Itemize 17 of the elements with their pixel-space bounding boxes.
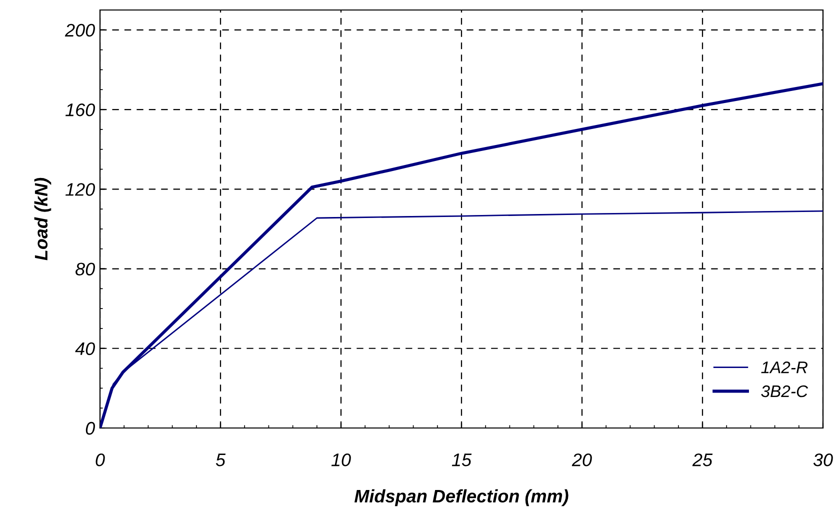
legend-label: 3B2-C bbox=[761, 385, 808, 398]
x-tick-label: 25 bbox=[692, 453, 713, 466]
x-tick-label: 5 bbox=[216, 454, 226, 466]
y-tick-label: 120 bbox=[65, 183, 95, 196]
x-tick-label: 10 bbox=[331, 453, 351, 466]
y-tick-label: 160 bbox=[65, 103, 95, 116]
x-tick-label: 15 bbox=[452, 454, 472, 466]
y-tick-label: 200 bbox=[64, 24, 95, 37]
x-tick-label: 0 bbox=[96, 453, 105, 466]
x-axis-title: Midspan Deflection (mm) bbox=[354, 489, 568, 506]
y-tick-label: 0 bbox=[86, 422, 95, 435]
y-axis-title: Load (kN) bbox=[34, 178, 52, 260]
y-tick-label: 80 bbox=[76, 262, 95, 276]
x-tick-label: 20 bbox=[572, 453, 592, 466]
x-tick-label: 30 bbox=[813, 453, 833, 466]
y-tick-label: 40 bbox=[75, 342, 95, 356]
legend-label: 1A2-R bbox=[761, 361, 808, 374]
